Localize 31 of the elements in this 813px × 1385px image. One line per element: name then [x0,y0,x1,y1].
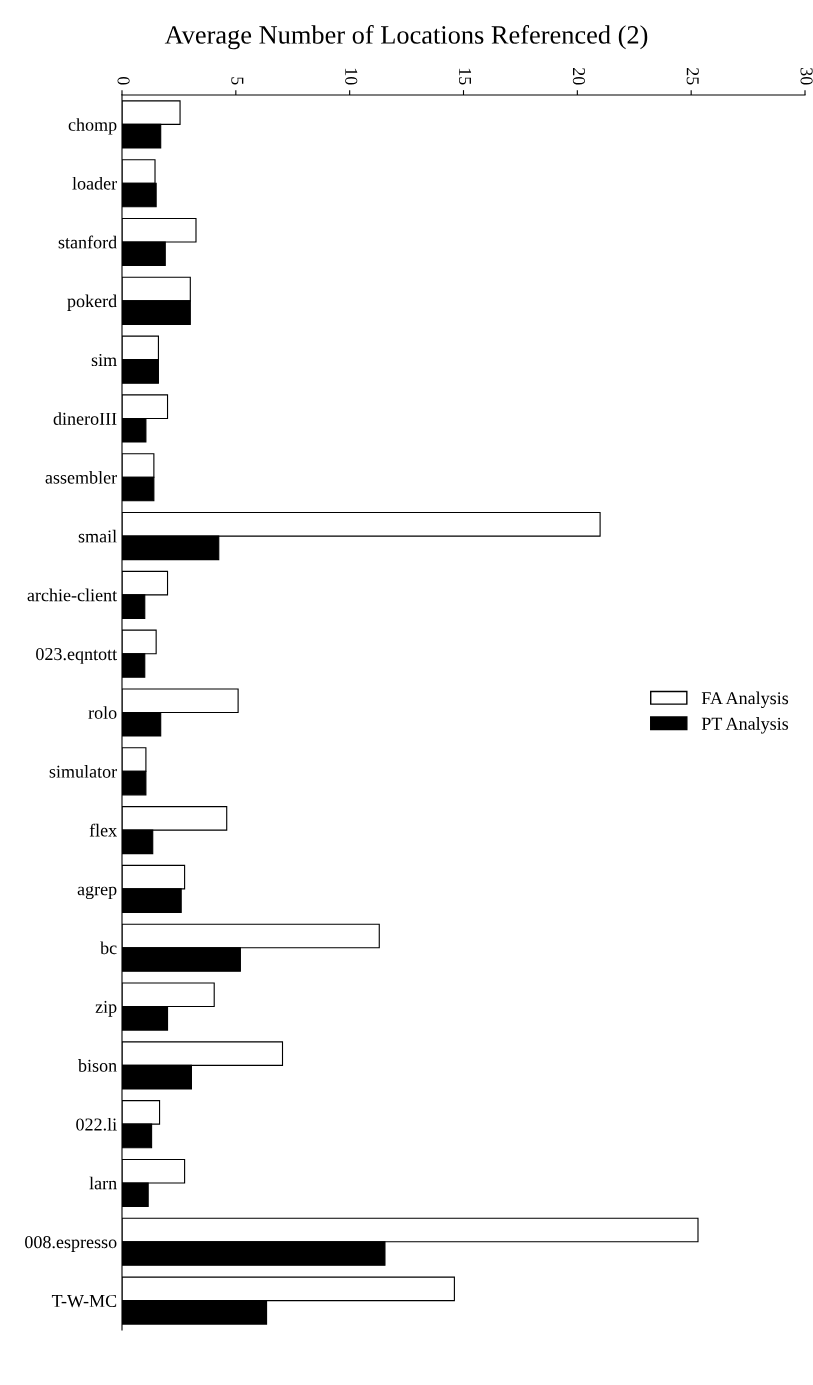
y-tick-label: stanford [58,235,117,249]
chart-title: Average Number of Locations Referenced (2) [164,25,648,50]
x-tick-label: 20 [572,68,585,85]
y-tick-label: larn [89,1176,117,1190]
y-tick-label: 022.li [76,1117,117,1131]
y-tick-label: chomp [68,118,117,135]
y-tick-label: smail [78,529,117,543]
y-tick-label: dineroIII [53,412,117,425]
y-tick-label: 023.eqntott [36,647,118,664]
legend-label: FA Analysis [701,691,789,708]
legend-label: PT Analysis [701,717,789,734]
y-tick-label: zip [95,1000,117,1017]
y-tick-label: agrep [77,885,117,900]
x-tick-label: 15 [458,68,472,85]
x-tick-label: 30 [800,68,813,85]
y-tick-label: bison [78,1059,117,1072]
y-tick-label: loader [72,176,117,190]
y-tick-label: simulator [49,765,117,778]
y-tick-label: pokerd [67,294,117,311]
y-tick-label: flex [89,823,117,837]
y-tick-label: 008.espresso [25,1236,117,1252]
y-tick-label: archie-client [27,588,118,602]
y-tick-label: bc [100,941,117,955]
y-tick-label: T-W-MC [51,1294,117,1308]
y-tick-label: sim [91,353,117,367]
x-tick-label: 5 [231,77,244,85]
x-tick-label: 10 [345,68,358,85]
y-tick-label: rolo [88,706,117,719]
y-tick-label: assembler [45,471,117,484]
x-tick-label: 0 [117,76,130,85]
x-tick-label: 25 [686,68,699,85]
